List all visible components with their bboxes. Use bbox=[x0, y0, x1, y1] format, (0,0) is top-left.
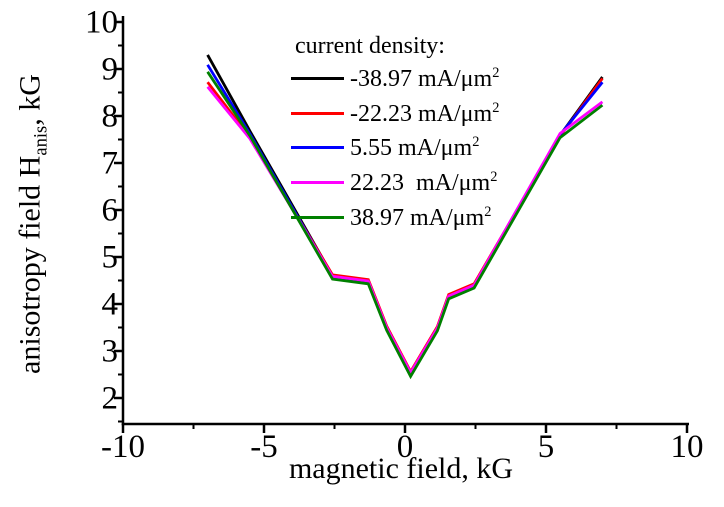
y-axis-title-text: anisotropy field H bbox=[13, 155, 47, 374]
x-tick-label: -5 bbox=[250, 429, 278, 465]
legend-label-superscript: 2 bbox=[484, 203, 492, 220]
y-tick-label: 2 bbox=[101, 380, 119, 417]
y-tick-label: 10 bbox=[85, 4, 118, 41]
legend-entry: 22.23 mA/μm2 bbox=[291, 165, 499, 200]
legend-line-swatch bbox=[291, 180, 344, 184]
legend-line-swatch bbox=[291, 215, 344, 219]
x-tick-label: 0 bbox=[396, 429, 414, 465]
legend-label-superscript: 2 bbox=[490, 168, 498, 185]
y-tick-label: 3 bbox=[101, 333, 119, 370]
y-tick-label: 9 bbox=[101, 51, 119, 88]
y-tick-label: 5 bbox=[101, 239, 119, 276]
y-tick-label: 7 bbox=[101, 145, 119, 182]
y-tick-label: 8 bbox=[101, 98, 119, 135]
legend-entry-label: -22.23 mA/μm2 bbox=[350, 99, 500, 127]
legend-label-superscript: 2 bbox=[492, 99, 500, 116]
legend-entry: -38.97 mA/μm2 bbox=[291, 61, 499, 96]
y-tick-label: 6 bbox=[101, 192, 119, 229]
x-tick-label: 10 bbox=[670, 429, 704, 465]
series-line-4 bbox=[206, 71, 604, 380]
legend-entry: 38.97 mA/μm2 bbox=[291, 200, 499, 235]
legend-entries: -38.97 mA/μm2 -22.23 mA/μm2 5.55 mA/μm2 22.… bbox=[288, 61, 499, 234]
x-axis-title: magnetic field, kG bbox=[288, 452, 514, 485]
legend-entry: 5.55 mA/μm2 bbox=[291, 130, 499, 165]
y-tick-label: 4 bbox=[101, 286, 119, 323]
legend-line-swatch bbox=[291, 76, 344, 80]
y-axis-title: anisotropy field Hanis, kG bbox=[14, 74, 53, 374]
legend-entry-label: -38.97 mA/μm2 bbox=[350, 64, 500, 92]
legend-line-swatch bbox=[291, 111, 344, 115]
legend-entry-label: 22.23 mA/μm2 bbox=[350, 168, 498, 196]
legend-label-superscript: 2 bbox=[492, 64, 500, 81]
legend: current density: -38.97 mA/μm2 -22.23 mA/… bbox=[288, 33, 499, 234]
legend-entry: -22.23 mA/μm2 bbox=[291, 96, 499, 131]
legend-label-superscript: 2 bbox=[472, 134, 480, 151]
x-tick-label: 5 bbox=[537, 429, 555, 465]
y-axis-title-units: , kG bbox=[13, 74, 47, 126]
legend-title: current density: bbox=[295, 33, 445, 59]
x-tick-label: -10 bbox=[101, 429, 145, 465]
legend-entry-label: 5.55 mA/μm2 bbox=[350, 134, 480, 162]
y-axis-title-subscript: anis bbox=[30, 125, 52, 156]
legend-entry-label: 38.97 mA/μm2 bbox=[350, 203, 492, 231]
legend-line-swatch bbox=[291, 146, 344, 150]
